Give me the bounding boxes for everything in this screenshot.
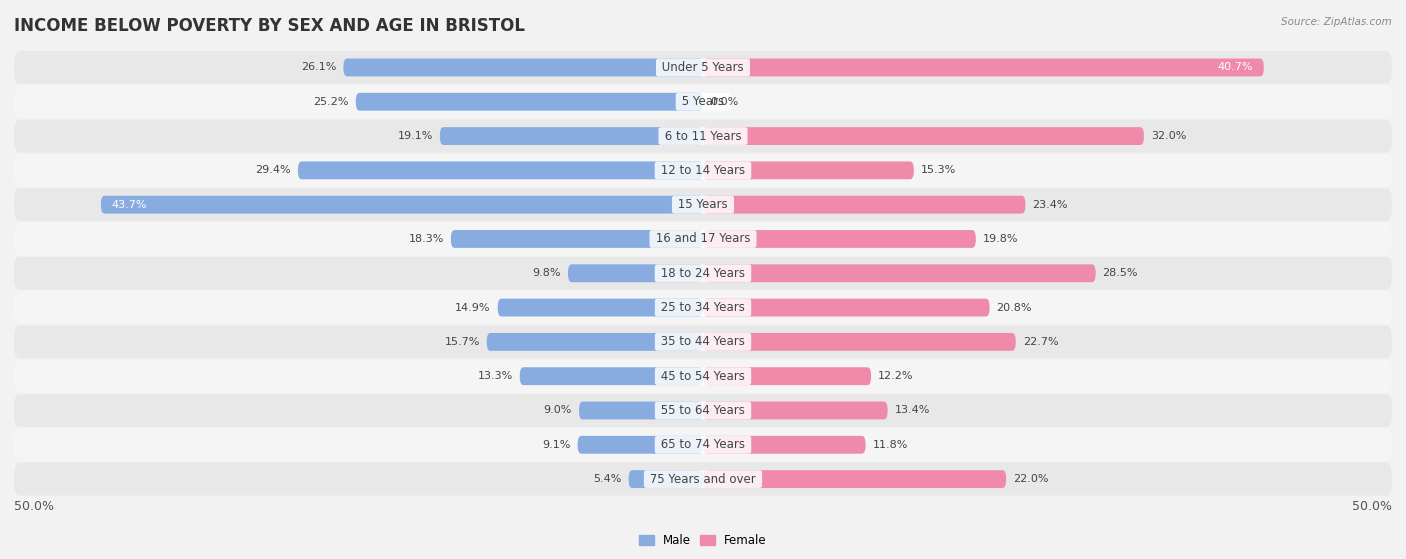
Text: 12 to 14 Years: 12 to 14 Years [657, 164, 749, 177]
FancyBboxPatch shape [703, 230, 976, 248]
FancyBboxPatch shape [14, 360, 1392, 392]
Text: 16 and 17 Years: 16 and 17 Years [652, 233, 754, 245]
Text: 15.3%: 15.3% [921, 165, 956, 176]
Text: 15 Years: 15 Years [675, 198, 731, 211]
Text: Under 5 Years: Under 5 Years [658, 61, 748, 74]
Text: 5.4%: 5.4% [593, 474, 621, 484]
Text: 9.0%: 9.0% [544, 405, 572, 415]
FancyBboxPatch shape [440, 127, 703, 145]
FancyBboxPatch shape [703, 401, 887, 419]
FancyBboxPatch shape [628, 470, 703, 488]
FancyBboxPatch shape [703, 333, 1015, 351]
Text: 15.7%: 15.7% [444, 337, 479, 347]
FancyBboxPatch shape [703, 59, 1264, 77]
FancyBboxPatch shape [568, 264, 703, 282]
Legend: Male, Female: Male, Female [634, 529, 772, 552]
Text: 35 to 44 Years: 35 to 44 Years [657, 335, 749, 348]
FancyBboxPatch shape [14, 394, 1392, 427]
Text: INCOME BELOW POVERTY BY SEX AND AGE IN BRISTOL: INCOME BELOW POVERTY BY SEX AND AGE IN B… [14, 17, 524, 35]
FancyBboxPatch shape [14, 188, 1392, 221]
Text: 12.2%: 12.2% [877, 371, 914, 381]
FancyBboxPatch shape [298, 162, 703, 179]
FancyBboxPatch shape [14, 428, 1392, 461]
FancyBboxPatch shape [578, 436, 703, 454]
Text: 18.3%: 18.3% [409, 234, 444, 244]
FancyBboxPatch shape [343, 59, 703, 77]
Text: 29.4%: 29.4% [256, 165, 291, 176]
FancyBboxPatch shape [703, 299, 990, 316]
FancyBboxPatch shape [14, 120, 1392, 153]
Text: 55 to 64 Years: 55 to 64 Years [657, 404, 749, 417]
Text: 6 to 11 Years: 6 to 11 Years [661, 130, 745, 143]
FancyBboxPatch shape [14, 463, 1392, 496]
Text: 22.0%: 22.0% [1012, 474, 1049, 484]
Text: 14.9%: 14.9% [456, 302, 491, 312]
Text: 0.0%: 0.0% [710, 97, 738, 107]
Text: 5 Years: 5 Years [678, 95, 728, 108]
FancyBboxPatch shape [14, 154, 1392, 187]
Text: 45 to 54 Years: 45 to 54 Years [657, 369, 749, 383]
Text: 75 Years and over: 75 Years and over [647, 472, 759, 486]
FancyBboxPatch shape [520, 367, 703, 385]
FancyBboxPatch shape [14, 325, 1392, 358]
FancyBboxPatch shape [703, 436, 866, 454]
Text: 28.5%: 28.5% [1102, 268, 1137, 278]
Text: 13.3%: 13.3% [478, 371, 513, 381]
FancyBboxPatch shape [703, 264, 1095, 282]
Text: 19.8%: 19.8% [983, 234, 1018, 244]
FancyBboxPatch shape [14, 222, 1392, 255]
Text: 43.7%: 43.7% [112, 200, 148, 210]
Text: 32.0%: 32.0% [1152, 131, 1187, 141]
Text: 22.7%: 22.7% [1022, 337, 1059, 347]
FancyBboxPatch shape [486, 333, 703, 351]
Text: 19.1%: 19.1% [398, 131, 433, 141]
FancyBboxPatch shape [703, 367, 872, 385]
FancyBboxPatch shape [14, 51, 1392, 84]
FancyBboxPatch shape [703, 470, 1007, 488]
FancyBboxPatch shape [14, 86, 1392, 119]
Text: 20.8%: 20.8% [997, 302, 1032, 312]
FancyBboxPatch shape [498, 299, 703, 316]
Text: 9.8%: 9.8% [533, 268, 561, 278]
Text: 9.1%: 9.1% [543, 440, 571, 450]
FancyBboxPatch shape [703, 196, 1025, 214]
FancyBboxPatch shape [703, 162, 914, 179]
FancyBboxPatch shape [579, 401, 703, 419]
FancyBboxPatch shape [14, 257, 1392, 290]
Text: 26.1%: 26.1% [301, 63, 336, 73]
FancyBboxPatch shape [101, 196, 703, 214]
Text: Source: ZipAtlas.com: Source: ZipAtlas.com [1281, 17, 1392, 27]
Text: 50.0%: 50.0% [1353, 500, 1392, 513]
Text: 11.8%: 11.8% [873, 440, 908, 450]
Text: 40.7%: 40.7% [1218, 63, 1253, 73]
Text: 50.0%: 50.0% [14, 500, 53, 513]
Text: 65 to 74 Years: 65 to 74 Years [657, 438, 749, 451]
FancyBboxPatch shape [14, 291, 1392, 324]
FancyBboxPatch shape [451, 230, 703, 248]
Text: 13.4%: 13.4% [894, 405, 929, 415]
Text: 23.4%: 23.4% [1032, 200, 1067, 210]
Text: 25.2%: 25.2% [314, 97, 349, 107]
FancyBboxPatch shape [356, 93, 703, 111]
Text: 18 to 24 Years: 18 to 24 Years [657, 267, 749, 280]
FancyBboxPatch shape [703, 127, 1144, 145]
Text: 25 to 34 Years: 25 to 34 Years [657, 301, 749, 314]
